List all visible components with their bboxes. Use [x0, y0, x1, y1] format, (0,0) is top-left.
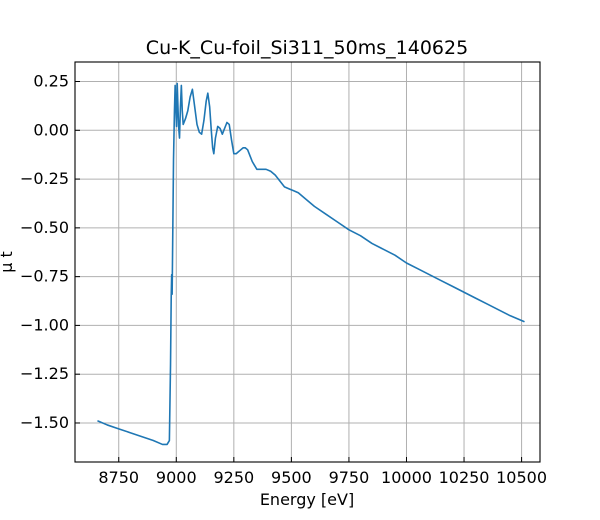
- y-tick-label: −0.50: [20, 218, 69, 237]
- y-tick-label: −1.50: [20, 413, 69, 432]
- x-tick-label: 9750: [329, 468, 370, 487]
- series-line: [97, 82, 525, 446]
- chart-title: Cu-K_Cu-foil_Si311_50ms_140625: [146, 37, 468, 59]
- y-tick-label: −0.25: [20, 169, 69, 188]
- y-axis: 0.25 0.00 −0.25 −0.50 −0.75 −1.00 −1.25 −1.50: [20, 72, 80, 432]
- x-tick-label: 10250: [439, 468, 490, 487]
- y-tick-label: −1.00: [20, 315, 69, 334]
- x-tick-label: 9000: [156, 468, 197, 487]
- plot-area: [74, 61, 541, 463]
- y-tick-label: 0.25: [33, 72, 69, 91]
- x-tick-label: 10500: [496, 468, 547, 487]
- x-axis-label: Energy [eV]: [260, 490, 354, 509]
- x-axis: 8750 9000 9250 9500 9750 10000 10250 10500: [98, 457, 547, 487]
- y-tick-label: −1.25: [20, 364, 69, 383]
- x-tick-label: 9250: [213, 468, 254, 487]
- grid-layer: [75, 62, 540, 462]
- x-tick-label: 9500: [271, 468, 312, 487]
- y-tick-label: −0.75: [20, 267, 69, 286]
- y-tick-label: 0.00: [33, 120, 69, 139]
- x-tick-label: 10000: [381, 468, 432, 487]
- plot-frame: [74, 61, 541, 463]
- series-layer: [97, 82, 525, 446]
- x-tick-label: 8750: [98, 468, 139, 487]
- plot-background: [75, 62, 540, 462]
- y-axis-label: μ t: [0, 251, 16, 273]
